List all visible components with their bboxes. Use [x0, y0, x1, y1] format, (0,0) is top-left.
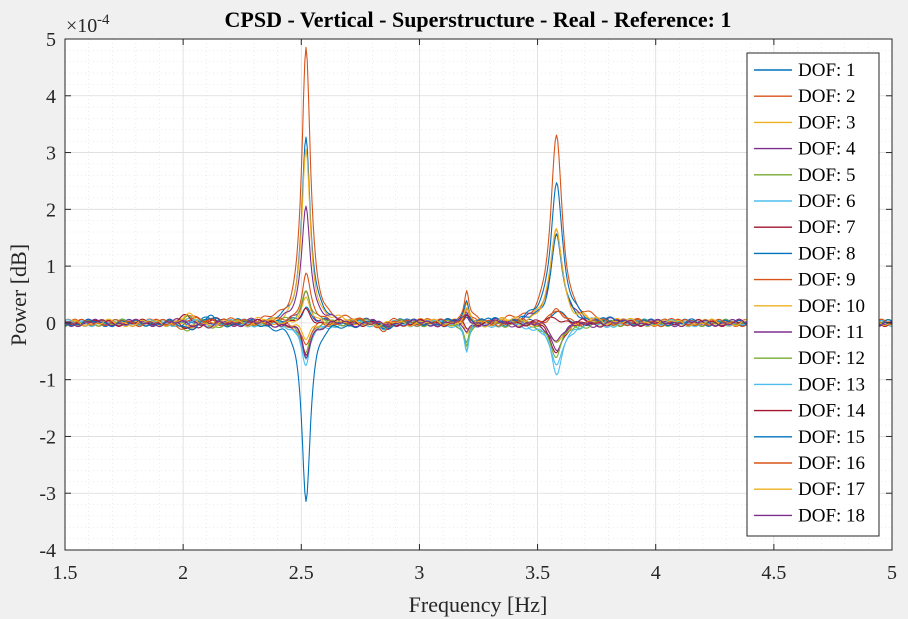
x-tick-label: 3 [414, 562, 424, 584]
legend-items: DOF: 1 DOF: 2 DOF: 3 DOF: 4 DOF: 5 DOF: 6 DOF:… [754, 60, 866, 526]
legend-entry: DOF: 8 [798, 243, 856, 264]
y-tick-label: 0 [46, 313, 56, 335]
y-tick-label: 5 [46, 29, 56, 51]
legend-entry: DOF: 13 [798, 374, 865, 395]
y-tick-label: 4 [46, 86, 56, 108]
legend-entry: DOF: 3 [798, 112, 856, 133]
legend-entry: DOF: 14 [798, 401, 866, 422]
y-axis: -4 -3 -2 -1 0 1 2 3 4 5 [39, 29, 892, 562]
legend-entry: DOF: 11 [798, 322, 864, 343]
x-tick-label: 4.5 [761, 562, 786, 584]
y-axis-label: Power [dB] [6, 244, 31, 346]
x-tick-label: 4 [651, 562, 661, 584]
x-tick-label: 1.5 [53, 562, 78, 584]
legend-entry: DOF: 5 [798, 165, 856, 186]
legend-entry: DOF: 17 [798, 479, 865, 500]
x-tick-label: 2 [178, 562, 188, 584]
y-tick-label: 1 [46, 256, 56, 278]
y-exponent-power: -4 [97, 12, 110, 28]
legend[interactable]: DOF: 1 DOF: 2 DOF: 3 DOF: 4 DOF: 5 DOF: 6 DOF:… [746, 52, 880, 537]
legend-entry: DOF: 2 [798, 86, 856, 107]
y-tick-label: 2 [46, 199, 56, 221]
chart-title: CPSD - Vertical - Superstructure - Real … [225, 7, 732, 32]
x-axis-label: Frequency [Hz] [409, 592, 548, 617]
y-tick-label: -1 [39, 370, 56, 392]
axes-box [64, 38, 893, 551]
x-tick-label: 5 [887, 562, 897, 584]
y-tick-label: -4 [39, 540, 56, 562]
legend-entry: DOF: 7 [798, 217, 856, 238]
legend-entry: DOF: 4 [798, 139, 856, 160]
legend-entry: DOF: 16 [798, 453, 865, 474]
x-tick-label: 2.5 [289, 562, 314, 584]
legend-entry: DOF: 15 [798, 427, 865, 448]
y-exponent-base: ×10 [66, 15, 97, 37]
y-tick-label: -2 [39, 426, 56, 448]
legend-entry: DOF: 6 [798, 191, 856, 212]
legend-entry: DOF: 1 [798, 60, 856, 81]
y-tick-label: -3 [39, 483, 56, 505]
x-tick-label: 3.5 [525, 562, 550, 584]
y-tick-label: 3 [46, 143, 56, 165]
legend-entry: DOF: 10 [798, 296, 865, 317]
legend-entry: DOF: 12 [798, 348, 865, 369]
legend-box [746, 52, 880, 537]
legend-entry: DOF: 18 [798, 505, 865, 526]
legend-entry: DOF: 9 [798, 270, 856, 291]
x-axis: 1.5 2 2.5 3 3.5 4 4.5 5 [53, 39, 897, 584]
